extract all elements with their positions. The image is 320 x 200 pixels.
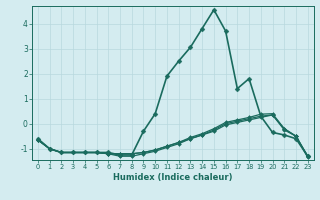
X-axis label: Humidex (Indice chaleur): Humidex (Indice chaleur) [113,173,233,182]
